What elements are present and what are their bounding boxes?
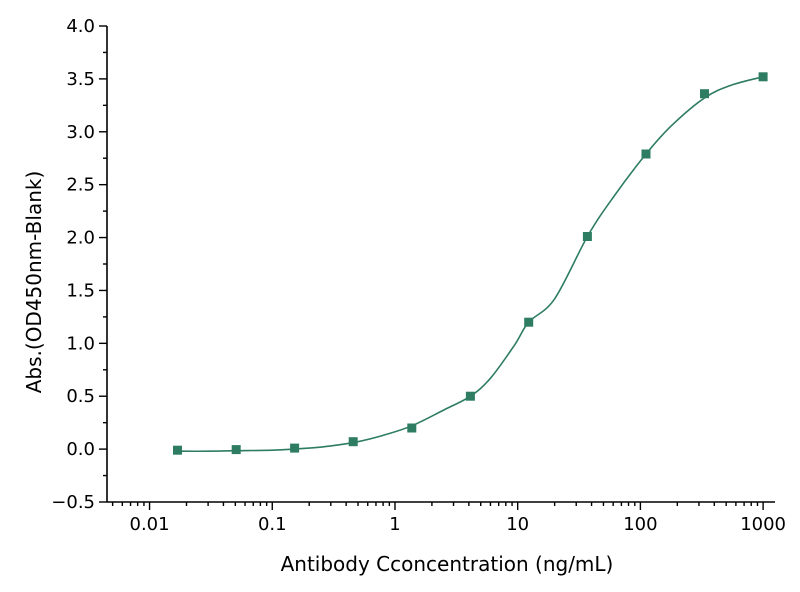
- x-tick-label: 10: [506, 514, 529, 535]
- data-point-marker: [641, 149, 651, 159]
- y-tick-label: 2.5: [66, 175, 95, 196]
- axes: [106, 26, 775, 503]
- x-tick-label: 0.01: [130, 514, 170, 535]
- y-axis-ticks: −0.5 0.0 0.5 1.0 1.5 2.0 2.5 3.0 3.5 4.0: [51, 16, 107, 513]
- data-point-marker: [173, 445, 182, 455]
- data-points: [173, 72, 768, 455]
- data-point-marker: [758, 72, 768, 82]
- data-point-marker: [700, 89, 709, 99]
- y-tick-label: 1.0: [66, 333, 95, 354]
- x-tick-label: 0.1: [258, 514, 287, 535]
- y-axis-title: Abs.(OD450nm-Blank): [22, 171, 46, 394]
- data-point-marker: [407, 423, 417, 433]
- x-axis-ticks: 0.01 0.1 1 10 100 1000: [111, 502, 786, 535]
- data-point-marker: [465, 391, 475, 401]
- x-axis-title: Antibody Cconcentration (ng/mL): [281, 552, 614, 576]
- x-tick-label: 1000: [740, 514, 786, 535]
- y-tick-label: 0.5: [66, 386, 95, 407]
- y-tick-label: 3.0: [66, 122, 95, 143]
- y-tick-label: 3.5: [66, 69, 95, 90]
- data-point-marker: [582, 232, 592, 241]
- y-tick-label: 4.0: [66, 16, 95, 37]
- data-point-marker: [348, 437, 358, 447]
- y-tick-label: 2.0: [66, 228, 95, 249]
- data-point-marker: [290, 443, 300, 453]
- x-tick-label: 1: [389, 514, 400, 535]
- data-point-marker: [524, 317, 534, 327]
- y-tick-label: 0.0: [66, 439, 95, 460]
- y-tick-label: −0.5: [51, 492, 95, 513]
- y-tick-label: 1.5: [66, 280, 95, 301]
- x-tick-label: 100: [623, 514, 657, 535]
- data-point-marker: [231, 445, 241, 455]
